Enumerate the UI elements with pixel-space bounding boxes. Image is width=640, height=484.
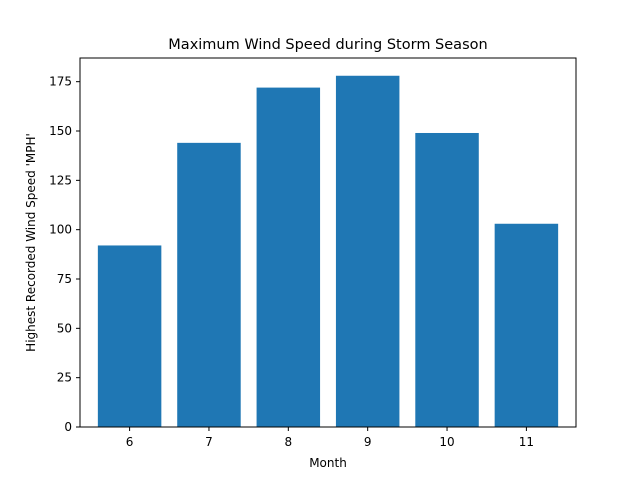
bar-month-11 — [494, 223, 559, 427]
x-tick-label: 6 — [126, 435, 134, 449]
y-tick-label: 25 — [57, 371, 72, 385]
x-tick-label: 10 — [439, 435, 454, 449]
chart-title: Maximum Wind Speed during Storm Season — [168, 37, 487, 53]
bar-month-9 — [335, 75, 400, 427]
y-tick-label: 125 — [49, 173, 72, 187]
y-tick-label: 0 — [64, 420, 72, 434]
x-tick-label: 7 — [205, 435, 213, 449]
x-tick-label: 11 — [519, 435, 534, 449]
y-tick-label: 50 — [57, 321, 72, 335]
y-tick-label: 75 — [57, 272, 72, 286]
x-tick-label: 9 — [364, 435, 372, 449]
bar-month-6 — [97, 245, 162, 427]
y-axis-label: Highest Recorded Wind Speed 'MPH' — [24, 133, 38, 352]
plot-area-frame — [79, 57, 577, 428]
bar-month-8 — [256, 87, 321, 427]
bar-month-7 — [177, 142, 241, 427]
bar-month-10 — [415, 132, 479, 428]
x-axis-label: Month — [309, 456, 347, 470]
y-tick-label: 100 — [49, 223, 72, 237]
y-tick-label: 175 — [49, 75, 72, 89]
y-tick-label: 150 — [49, 124, 72, 138]
x-tick-label: 8 — [284, 435, 292, 449]
